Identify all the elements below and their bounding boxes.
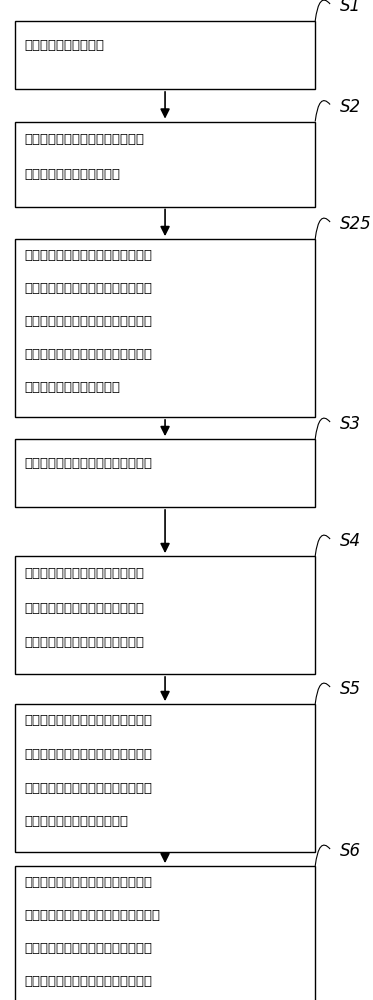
Bar <box>15 239 315 417</box>
Text: 磁流变液包裹的药物在病灶处局部定: 磁流变液包裹的药物在病灶处局部定 <box>24 942 152 955</box>
Bar <box>15 704 315 852</box>
Text: 确定机体的病灶位置；: 确定机体的病灶位置； <box>24 39 104 52</box>
Text: S2: S2 <box>339 98 361 115</box>
Text: 形成磁场靶向药物释放点；: 形成磁场靶向药物释放点； <box>24 168 120 181</box>
Text: S5: S5 <box>339 680 361 698</box>
Text: 磁流变药物定点释放效果；: 磁流变药物定点释放效果； <box>24 381 120 394</box>
Text: S6: S6 <box>339 842 361 860</box>
Text: 置的聚集磁场特性引导磁流变液包裹: 置的聚集磁场特性引导磁流变液包裹 <box>24 782 152 795</box>
Text: 根据所述磁性药物靶向释放装置的: 根据所述磁性药物靶向释放装置的 <box>24 567 144 580</box>
Text: 释放装置的磁场分布进行验证，确认: 释放装置的磁场分布进行验证，确认 <box>24 282 152 295</box>
Text: 药物，根据所述磁性药物靶向释放装: 药物，根据所述磁性药物靶向释放装 <box>24 748 152 761</box>
Text: 点释放，且药物释放时间可控，必要: 点释放，且药物释放时间可控，必要 <box>24 975 152 988</box>
Text: 的药物递送至病灶位置聚集；: 的药物递送至病灶位置聚集； <box>24 815 128 828</box>
Text: S1: S1 <box>339 0 361 15</box>
Text: 控制磁场特性改变磁流变液药物的: 控制磁场特性改变磁流变液药物的 <box>24 602 144 615</box>
Bar <box>15 866 315 1000</box>
Bar <box>15 439 315 507</box>
Text: S4: S4 <box>339 532 361 550</box>
Bar <box>15 556 315 674</box>
Text: 向机体施加呢类固态特性的磁流变液: 向机体施加呢类固态特性的磁流变液 <box>24 714 152 727</box>
Text: 将病灶与所述靶向药物释放点重合；: 将病灶与所述靶向药物释放点重合； <box>24 457 152 470</box>
Text: 定点药物释放验证：对磁性药物靶向: 定点药物释放验证：对磁性药物靶向 <box>24 249 152 262</box>
Text: S25: S25 <box>339 215 371 233</box>
Text: S3: S3 <box>339 415 361 433</box>
Text: 磁场分布与计算结果的吴合程度，再: 磁场分布与计算结果的吴合程度，再 <box>24 315 152 328</box>
Text: 设计制作磁性药物靶向释放装置，: 设计制作磁性药物靶向释放装置， <box>24 133 144 146</box>
Text: 撤销所述磁性药物靶向释放装置的磁: 撤销所述磁性药物靶向释放装置的磁 <box>24 876 152 889</box>
Bar <box>15 121 315 207</box>
Text: 模拟施加磁流变液药物的过程，确认: 模拟施加磁流变液药物的过程，确认 <box>24 348 152 361</box>
Bar <box>15 21 315 89</box>
Text: 场，使聚集在病灶处的磁流变液液化，: 场，使聚集在病灶处的磁流变液液化， <box>24 909 160 922</box>
Text: 流变特性，使磁流变液包裹药物；: 流变特性，使磁流变液包裹药物； <box>24 636 144 649</box>
